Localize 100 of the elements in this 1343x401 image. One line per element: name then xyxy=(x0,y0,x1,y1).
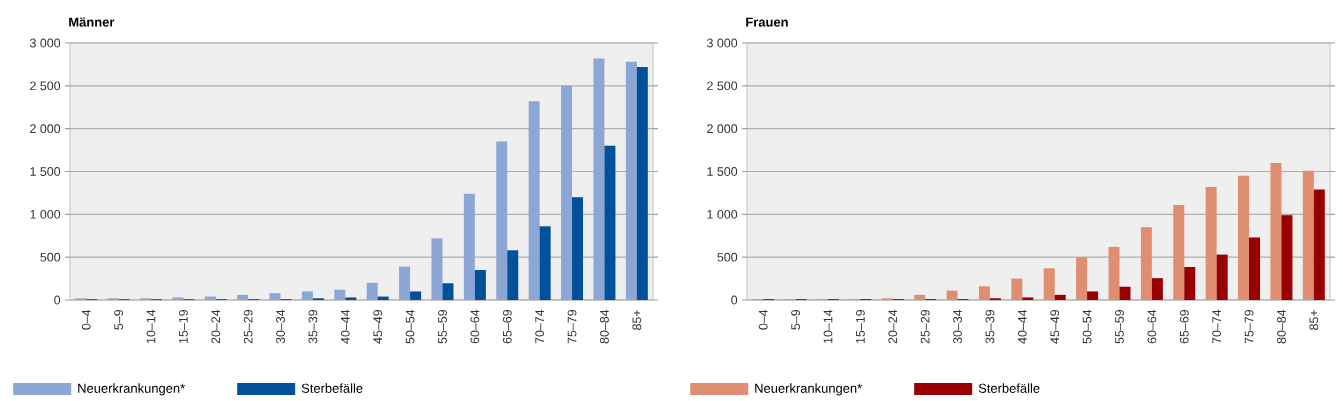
bar xyxy=(528,101,540,300)
x-tick-label: 60–64 xyxy=(470,309,480,344)
x-tick-label: 5–9 xyxy=(114,309,123,330)
bar xyxy=(1281,215,1293,300)
legend-label: Sterbefälle xyxy=(978,383,1040,393)
y-tick-label: 1 500 xyxy=(30,167,61,176)
x-tick-label: 50–54 xyxy=(405,309,415,344)
bar xyxy=(431,238,443,300)
y-tick-label: 3 000 xyxy=(706,38,738,48)
bar xyxy=(1216,254,1228,300)
x-tick-label: 45–49 xyxy=(373,309,383,344)
x-tick-label: 55–59 xyxy=(1115,309,1124,344)
bar xyxy=(1270,162,1282,300)
bar xyxy=(561,85,573,300)
x-tick-label: 25–29 xyxy=(920,309,930,344)
bar xyxy=(1184,267,1196,300)
bar xyxy=(269,293,281,300)
x-tick-label: 0–4 xyxy=(758,309,768,330)
bar xyxy=(604,145,616,300)
legend-label: Sterbefälle xyxy=(301,383,363,393)
bar xyxy=(1173,204,1185,300)
y-tick-label: 1 500 xyxy=(707,167,738,176)
bar xyxy=(1119,286,1131,300)
x-tick-label: 10–14 xyxy=(146,309,156,344)
x-tick-label: 5–9 xyxy=(791,309,801,330)
x-tick-label: 20–24 xyxy=(888,309,898,344)
bar xyxy=(1205,186,1217,300)
x-tick-label: 85+ xyxy=(1309,309,1319,330)
bar xyxy=(1022,297,1034,300)
y-tick-label: 2 000 xyxy=(30,124,61,134)
x-tick-label: 50–54 xyxy=(1082,309,1092,344)
x-tick-label: 60–64 xyxy=(1147,309,1157,344)
y-tick-label: 0 xyxy=(54,295,61,305)
x-tick-label: 70–74 xyxy=(1212,309,1222,344)
bar xyxy=(1313,189,1325,300)
bar xyxy=(507,250,519,300)
chart-title: Männer xyxy=(69,17,115,27)
bar xyxy=(301,291,313,300)
y-tick-label: 1 000 xyxy=(707,209,738,219)
bar xyxy=(172,297,184,300)
legend-label: Neuerkrankungen* xyxy=(755,383,862,396)
x-tick-label: 30–34 xyxy=(276,309,285,344)
bar xyxy=(334,289,346,300)
bar xyxy=(474,270,486,300)
bar xyxy=(237,294,249,300)
x-tick-label: 25–29 xyxy=(243,309,253,344)
bar xyxy=(1076,257,1088,300)
x-tick-label: 40–44 xyxy=(1017,309,1027,344)
x-tick-label: 80–84 xyxy=(600,309,609,344)
y-tick-label: 1 000 xyxy=(30,209,61,219)
bar xyxy=(496,141,508,300)
x-tick-label: 0–4 xyxy=(81,309,91,330)
x-tick-label: 45–49 xyxy=(1050,309,1060,344)
bar xyxy=(463,193,475,300)
bar xyxy=(399,266,411,300)
x-tick-label: 15–19 xyxy=(178,309,188,344)
bar xyxy=(1108,246,1120,300)
y-tick-label: 500 xyxy=(717,252,738,262)
x-tick-label: 75–79 xyxy=(1244,309,1254,344)
bar xyxy=(442,283,454,300)
x-tick-label: 70–74 xyxy=(535,309,545,344)
bar xyxy=(345,297,357,300)
y-tick-label: 2 500 xyxy=(30,81,61,91)
bar xyxy=(1087,291,1099,300)
x-tick-label: 35–39 xyxy=(308,309,318,344)
x-tick-label: 65–69 xyxy=(502,309,512,344)
bar xyxy=(572,197,584,300)
bar xyxy=(1011,278,1023,300)
bar xyxy=(1302,170,1314,300)
bar xyxy=(1151,278,1163,300)
bar xyxy=(1054,294,1066,300)
x-tick-label: 55–59 xyxy=(438,309,447,344)
y-tick-label: 3 000 xyxy=(29,38,61,48)
x-tick-label: 65–69 xyxy=(1179,309,1189,344)
x-tick-label: 75–79 xyxy=(567,309,577,344)
y-tick-label: 2 000 xyxy=(707,124,738,134)
x-tick-label: 35–39 xyxy=(985,309,995,344)
legend-label: Neuerkrankungen* xyxy=(78,383,185,396)
bar xyxy=(625,61,637,300)
bar xyxy=(366,282,378,300)
chart-title: Frauen xyxy=(746,17,788,27)
x-tick-label: 85+ xyxy=(632,309,642,330)
y-tick-label: 500 xyxy=(40,252,61,262)
bar xyxy=(978,286,990,300)
bar xyxy=(1043,268,1055,300)
x-tick-label: 30–34 xyxy=(953,309,962,344)
bar xyxy=(1140,227,1152,300)
bar xyxy=(539,226,551,300)
x-tick-label: 40–44 xyxy=(340,309,350,344)
bar xyxy=(1249,237,1261,300)
x-tick-label: 15–19 xyxy=(855,309,865,344)
bar xyxy=(593,58,605,300)
x-tick-label: 20–24 xyxy=(211,309,221,344)
bar xyxy=(1238,175,1250,300)
bar xyxy=(946,290,958,300)
x-tick-label: 10–14 xyxy=(823,309,833,344)
bar xyxy=(636,66,648,300)
y-tick-label: 2 500 xyxy=(707,81,738,91)
x-tick-label: 80–84 xyxy=(1277,309,1286,344)
bar xyxy=(914,294,926,300)
